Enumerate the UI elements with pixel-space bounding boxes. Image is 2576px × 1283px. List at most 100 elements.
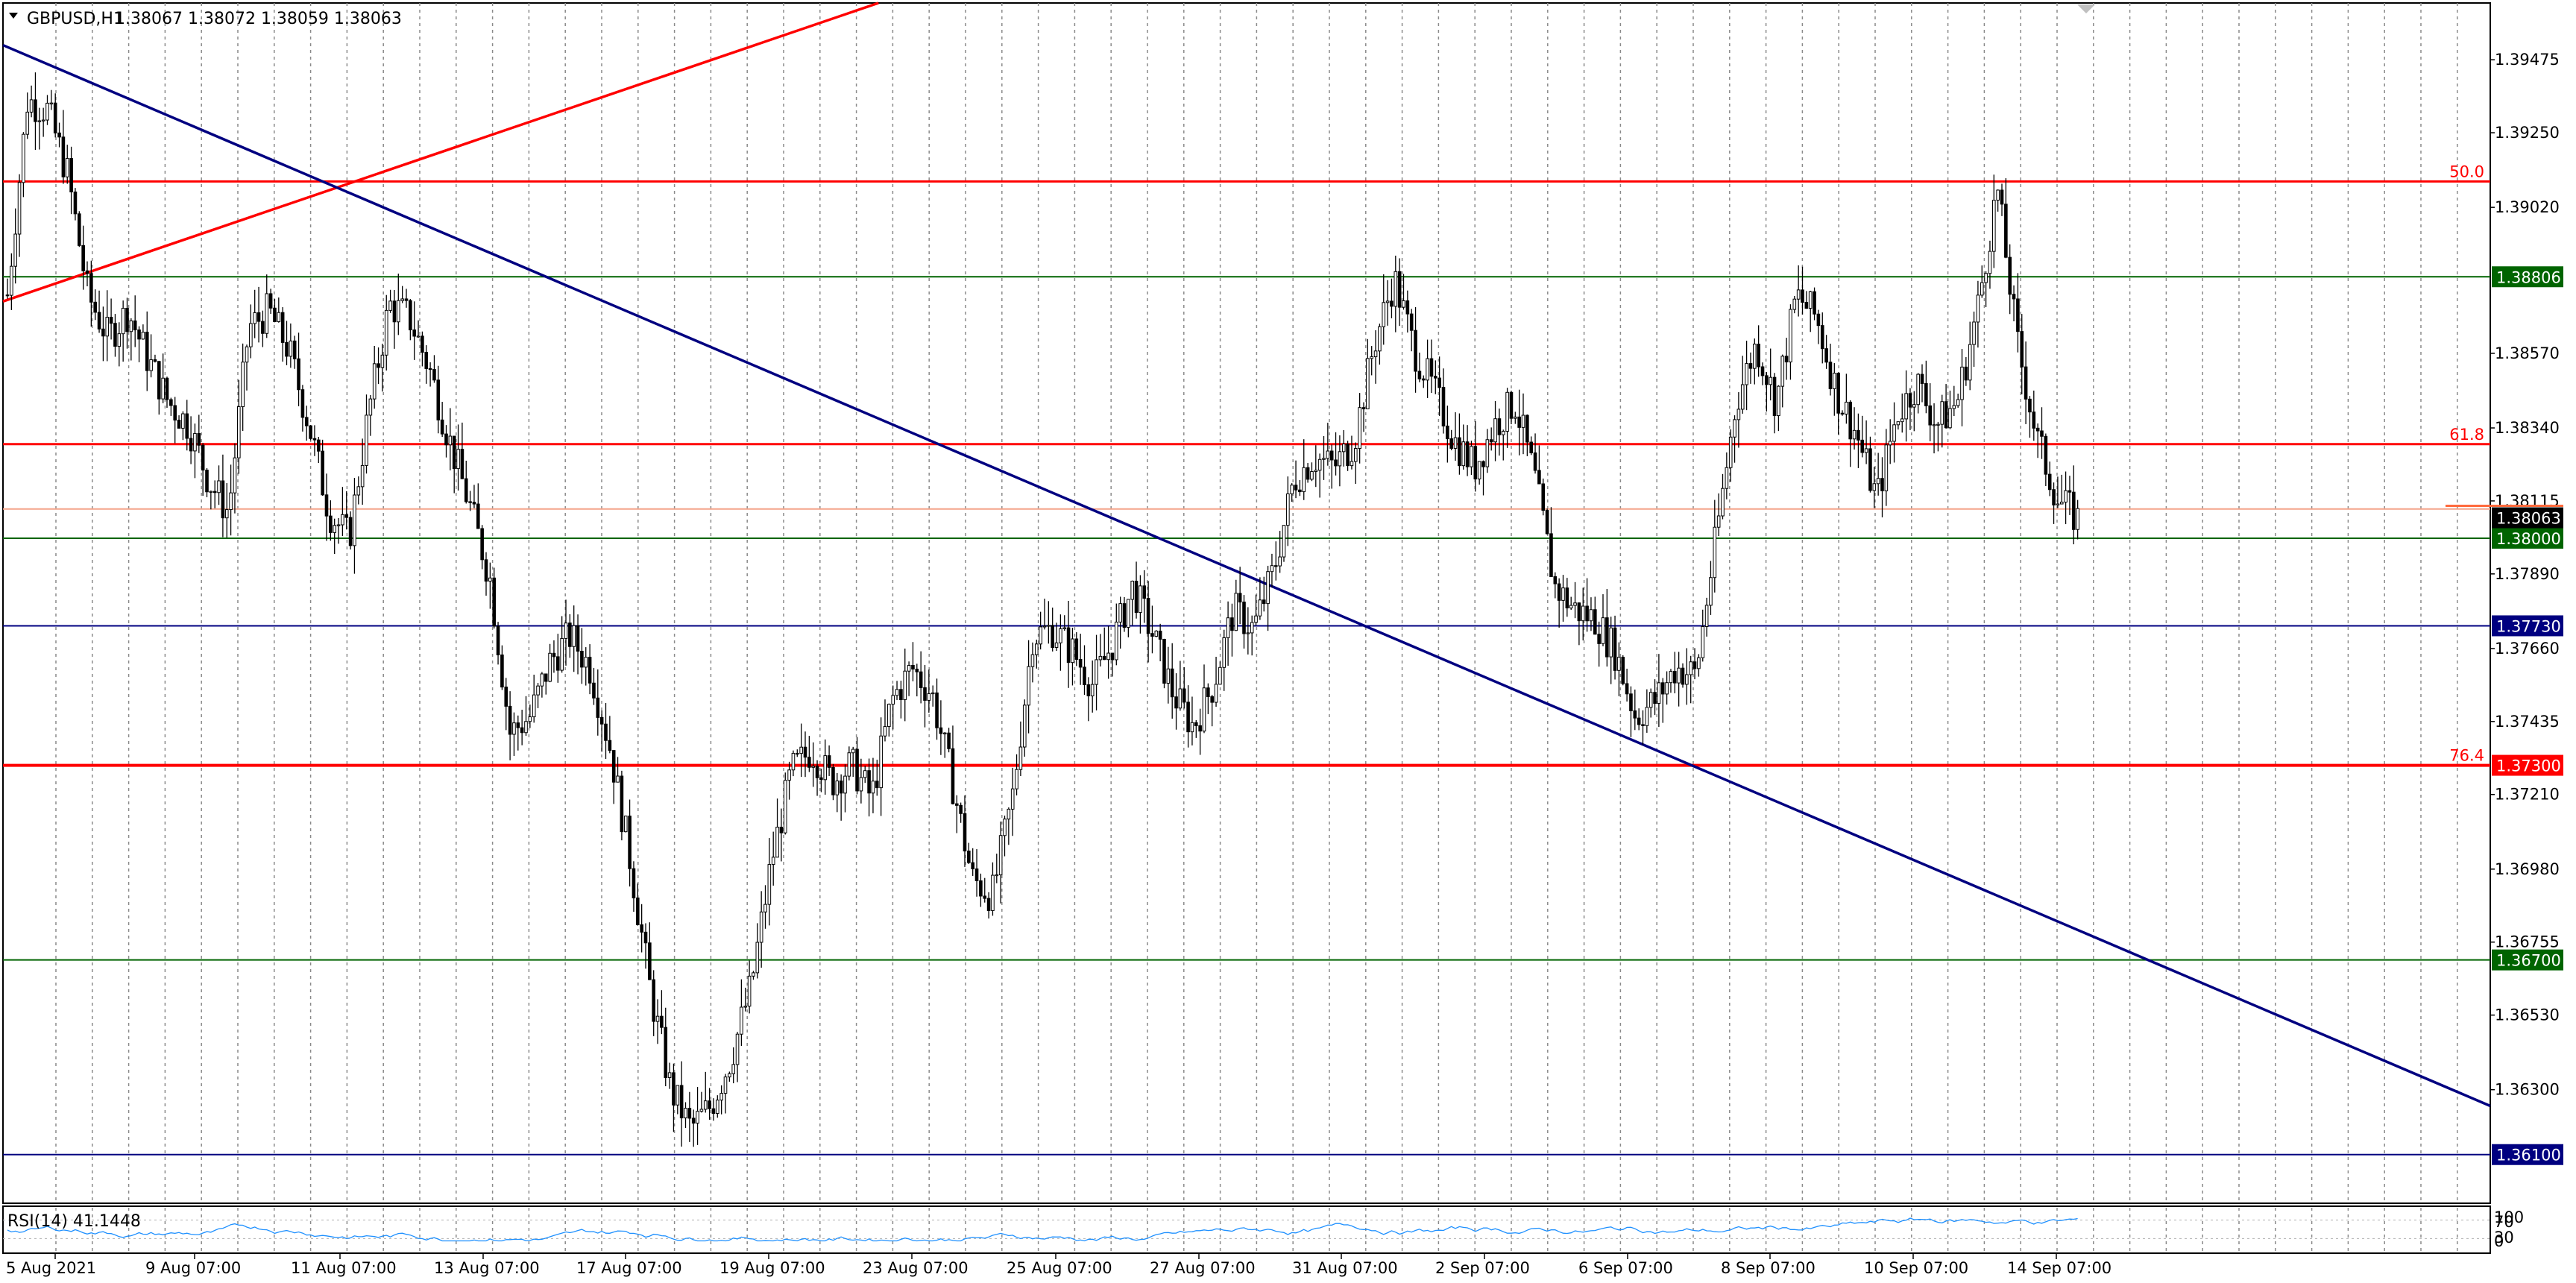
- candle-body: [1294, 485, 1298, 491]
- time-axis: 5 Aug 2021 9 Aug 07:00 11 Aug 07:00 13 Aug …: [6, 1253, 2111, 1277]
- candle-body: [719, 1093, 723, 1101]
- fib-label: 61.8: [2449, 426, 2484, 444]
- candle-body: [201, 444, 205, 471]
- candle-body: [1681, 667, 1685, 685]
- candle-body: [241, 362, 245, 408]
- candle-body: [22, 133, 25, 183]
- shift-marker-icon[interactable]: [2077, 4, 2095, 13]
- candle-body: [1074, 638, 1079, 661]
- candle-body: [616, 775, 620, 783]
- candle-body: [444, 433, 448, 446]
- candle-body: [1653, 692, 1657, 704]
- candle-body: [1274, 565, 1278, 567]
- x-tick-label: 2 Sep 07:00: [1435, 1259, 1530, 1277]
- candle-body: [771, 857, 775, 866]
- candle-body: [986, 898, 991, 911]
- candle-body: [185, 413, 189, 439]
- current-price-box: [2492, 507, 2563, 529]
- candle-body: [149, 359, 153, 371]
- candle-body: [1645, 707, 1649, 726]
- candle-body: [400, 298, 404, 301]
- candle-body: [1648, 692, 1653, 708]
- price-tags: 1.38806 1.38000 1.37730 1.37300 1.36700 1.361…: [2446, 266, 2563, 1165]
- candle-body: [1553, 576, 1558, 584]
- candle-body: [1924, 382, 1928, 406]
- candle-body: [855, 748, 859, 792]
- candle-body: [1765, 375, 1769, 385]
- candle-body: [1150, 633, 1154, 637]
- candle-body: [1434, 376, 1437, 379]
- candle-body: [2024, 366, 2028, 400]
- candle-body: [1210, 696, 1215, 703]
- candle-body: [796, 752, 799, 755]
- candle-body: [1329, 450, 1334, 461]
- candle-body: [608, 740, 612, 751]
- candle-body: [995, 874, 999, 877]
- candle-body: [217, 480, 221, 494]
- candle-body: [1158, 630, 1162, 640]
- candle-body: [991, 874, 995, 911]
- candle-body: [105, 317, 110, 337]
- candle-body: [312, 438, 317, 441]
- candle-body: [1952, 405, 1956, 409]
- price-tag-box: [2492, 615, 2563, 637]
- candle-body: [1521, 414, 1525, 428]
- candle-body: [1801, 289, 1804, 303]
- candle-body: [520, 727, 524, 734]
- candle-body: [57, 132, 61, 138]
- candle-body: [560, 637, 564, 671]
- candle-body: [344, 514, 349, 518]
- candle-body: [2016, 298, 2020, 332]
- candle-body: [1625, 683, 1629, 695]
- x-tick-label: 9 Aug 07:00: [145, 1259, 241, 1277]
- candle-body: [711, 1108, 716, 1115]
- candle-body: [480, 528, 484, 561]
- candle-body: [1940, 401, 1944, 425]
- candle-body: [1298, 489, 1302, 493]
- candle-body: [1409, 313, 1414, 331]
- price-tag-label: 1.36100: [2496, 1147, 2561, 1164]
- candle-body: [779, 827, 784, 833]
- candle-body: [660, 1015, 664, 1028]
- candle-body: [1956, 399, 1960, 406]
- candle-body: [1446, 425, 1449, 440]
- candle-body: [708, 1100, 711, 1109]
- candle-body: [740, 1006, 743, 1035]
- candle-body: [763, 904, 767, 912]
- candle-body: [895, 689, 899, 696]
- candle-body: [1733, 419, 1736, 438]
- candle-body: [648, 942, 652, 980]
- candle-body: [1190, 722, 1194, 733]
- candle-body: [1637, 717, 1641, 725]
- candle-body: [2008, 256, 2012, 295]
- candle-body: [165, 377, 169, 400]
- candle-body: [1669, 671, 1673, 684]
- candle-body: [1804, 302, 1809, 309]
- candle-body: [173, 405, 177, 421]
- candle-body: [93, 301, 98, 313]
- candle-body: [193, 432, 197, 452]
- candle-body: [1118, 603, 1122, 622]
- candle-body: [1621, 657, 1625, 684]
- y-tick-label: 1.37435: [2495, 713, 2560, 731]
- candle-body: [664, 1027, 668, 1078]
- candle-body: [1146, 598, 1150, 634]
- candle-body: [169, 399, 173, 406]
- candle-body: [404, 298, 409, 301]
- candle-body: [1071, 638, 1074, 663]
- candle-body: [380, 354, 385, 368]
- x-tick-label: 19 Aug 07:00: [719, 1259, 825, 1277]
- candle-body: [540, 673, 544, 687]
- vertical-grid: [55, 3, 2458, 1252]
- candle-body: [280, 312, 285, 343]
- candle-body: [1015, 769, 1018, 789]
- candle-body: [552, 652, 556, 658]
- candle-body: [572, 625, 576, 647]
- candle-body: [839, 781, 843, 794]
- candle-body: [1876, 478, 1880, 485]
- candle-body: [687, 1108, 692, 1119]
- candle-body: [1673, 671, 1677, 684]
- candle-body: [292, 340, 297, 359]
- symbol-dropdown-icon[interactable]: [9, 13, 18, 19]
